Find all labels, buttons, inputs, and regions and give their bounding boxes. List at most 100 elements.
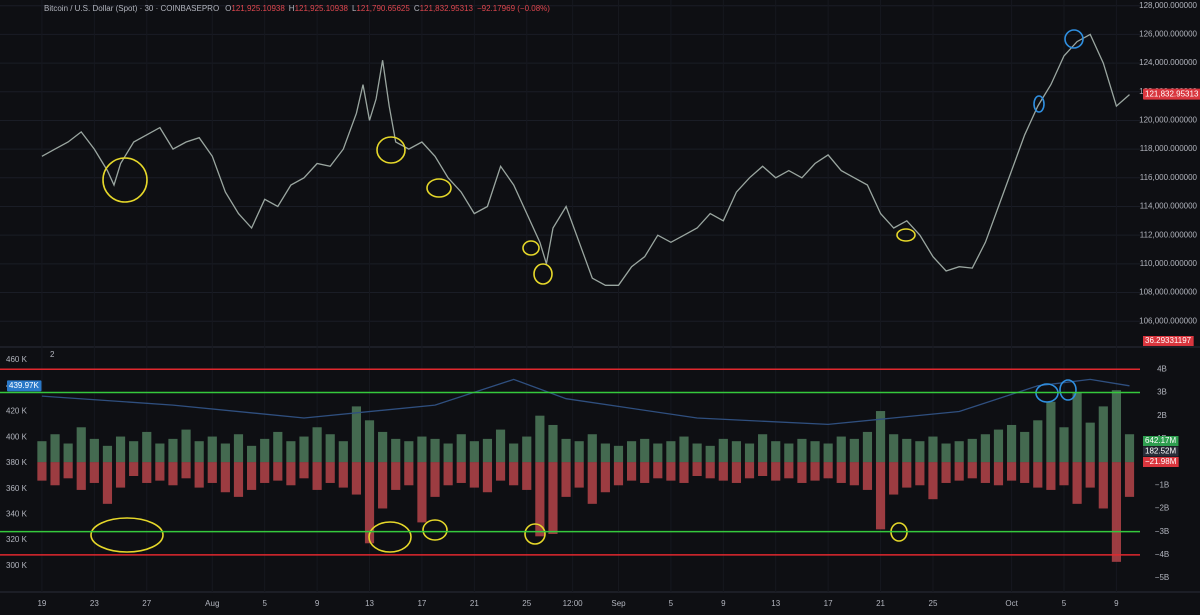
bar (954, 441, 964, 463)
bar (220, 462, 230, 493)
y-tick-label: 2B (1157, 411, 1167, 420)
bar (889, 434, 899, 463)
value-tag (1143, 446, 1179, 457)
y-tick-label: −2B (1155, 504, 1169, 513)
bar (509, 462, 519, 486)
bar (194, 441, 204, 463)
bar (980, 434, 990, 463)
bar (666, 462, 676, 481)
bar (627, 441, 637, 463)
bar (378, 462, 388, 509)
x-tick-label: 5 (1062, 599, 1067, 608)
annotation-circle (1033, 95, 1045, 113)
annotation-circle (896, 228, 916, 242)
bar (1033, 462, 1043, 488)
y-tick-label: 114,000.000000 (1140, 202, 1198, 211)
bar (1124, 462, 1135, 497)
bar (1020, 462, 1030, 483)
bar (941, 443, 951, 463)
x-tick-label: 21 (876, 599, 885, 608)
y-tick-label: 124,000.000000 (1139, 58, 1197, 67)
ohlc-key: O (225, 4, 231, 13)
x-tick-label: 9 (315, 599, 320, 608)
value-tag (1143, 436, 1179, 446)
bar (456, 434, 466, 463)
bar (1033, 420, 1043, 463)
annotation-circle (422, 519, 448, 541)
bar (1072, 392, 1082, 463)
volume-tag-text: 36.29331197 (1145, 336, 1192, 345)
bar (548, 462, 558, 534)
bar (784, 443, 794, 463)
bar (378, 431, 388, 463)
chart-title: Bitcoin / U.S. Dollar (Spot) · 30 · COIN… (44, 4, 219, 13)
bar (469, 441, 479, 463)
bar (155, 443, 165, 463)
annotation-circle (524, 523, 546, 545)
bar (495, 462, 506, 481)
bar (705, 445, 715, 463)
bar (744, 443, 755, 463)
bar (875, 462, 886, 530)
bar (168, 438, 178, 463)
bar (391, 462, 401, 490)
x-tick-label: 17 (417, 599, 426, 608)
x-tick-label: 5 (669, 599, 674, 608)
bar (692, 443, 702, 463)
x-tick-label: 19 (37, 599, 46, 608)
bar (50, 434, 60, 463)
bar (233, 462, 244, 497)
bar (273, 431, 283, 463)
x-tick-label: 9 (721, 599, 726, 608)
bar (561, 462, 571, 497)
y-tick-label: 116,000.000000 (1140, 173, 1198, 182)
value-tag (1143, 457, 1179, 467)
bar (784, 462, 794, 479)
y2-tick-label: 400 K (6, 432, 28, 441)
bar (247, 462, 257, 490)
annotation-circle (376, 136, 406, 164)
bar (207, 462, 217, 483)
bar (338, 462, 348, 488)
bar (233, 434, 244, 463)
y-tick-label: 118,000.000000 (1140, 144, 1198, 153)
y-tick-label: −4B (1155, 550, 1169, 559)
bar (849, 462, 859, 486)
bar (928, 436, 938, 463)
bar (220, 443, 230, 463)
bar (286, 462, 296, 486)
volume-tag (1143, 336, 1194, 346)
bar (37, 462, 47, 481)
bar (1046, 401, 1056, 463)
annotation-circle (368, 521, 412, 553)
ohlc-value: 121,790.65625 (356, 4, 410, 13)
bar (836, 462, 846, 483)
bar (535, 415, 545, 463)
x-tick-label: 13 (771, 599, 780, 608)
bar (351, 406, 361, 463)
bar (495, 429, 506, 463)
bar (37, 441, 47, 463)
pane-legend: 2 (50, 350, 55, 359)
bar (574, 441, 584, 463)
bar (102, 445, 113, 463)
bar (1098, 462, 1108, 509)
x-tick-label: 21 (470, 599, 479, 608)
bar (666, 441, 676, 463)
annotation-circle (1059, 379, 1077, 401)
y-tick-label: 110,000.000000 (1140, 259, 1198, 268)
bar (247, 445, 257, 463)
bar (299, 436, 309, 463)
bar (627, 462, 637, 481)
price-tag-text: 439.97K (9, 381, 39, 390)
bar (744, 462, 755, 479)
bar (797, 462, 807, 483)
bar (1007, 424, 1017, 463)
bar (129, 441, 139, 463)
bar (705, 462, 715, 479)
price-tag (1143, 88, 1200, 100)
bar (1007, 462, 1017, 481)
ohlc-key: L (352, 4, 357, 13)
bar (993, 429, 1004, 463)
